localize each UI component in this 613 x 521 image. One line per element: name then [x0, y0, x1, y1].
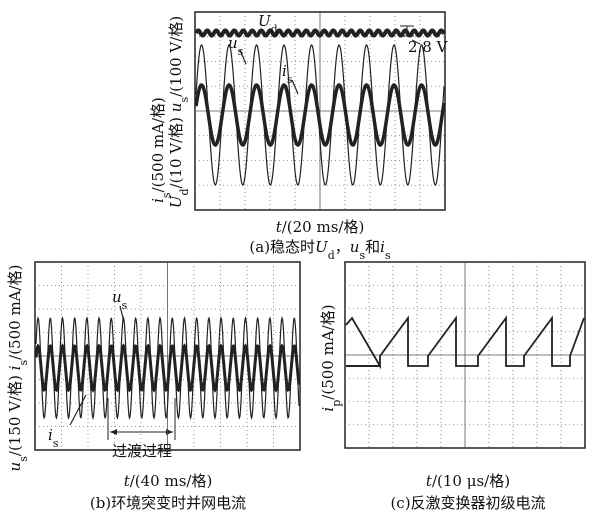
y-axis-label: us/(150 V/格) is/(500 mA/格) — [6, 265, 30, 472]
y-axis-label: Ud/(10 V/格) us/(100 V/格) — [167, 16, 191, 208]
text-part: /(10 μs/格) — [432, 472, 510, 490]
text-part: /(10 V/格) — [167, 112, 185, 188]
text-part: (a)稳态时 — [249, 238, 315, 256]
subscript: s — [287, 73, 293, 86]
subscript: d — [328, 249, 335, 262]
ripple-label: 2.8 V — [408, 38, 449, 56]
caption: (c)反激变换器初级电流 — [390, 494, 545, 512]
x-axis-label: t/(20 ms/格) — [276, 218, 365, 236]
text-part: /(500 mA/格) — [319, 304, 337, 399]
subscript: d — [178, 188, 191, 195]
x-axis-label: t/(10 μs/格) — [426, 472, 510, 490]
text-part: /(100 V/格) — [167, 16, 185, 97]
figure: is/(500 mA/格)Ud/(10 V/格) us/(100 V/格)Udu… — [0, 0, 613, 521]
transition-label: 过渡过程 — [112, 442, 172, 460]
caption: (a)稳态时Ud，us和is — [249, 238, 391, 262]
italic-part: u — [350, 238, 360, 256]
text-part: /(500 mA/格) — [149, 97, 167, 192]
text-part: /(20 ms/格) — [282, 218, 365, 236]
caption: (b)环境突变时并网电流 — [90, 494, 246, 512]
text-part: 和 — [365, 238, 380, 256]
text-part: /(150 V/格) — [6, 370, 24, 456]
italic-part: u — [167, 103, 185, 113]
subscript: s — [238, 45, 244, 58]
x-axis-label: t/(40 ms/格) — [124, 472, 213, 490]
y-axis-label: ip/(500 mA/格) — [319, 304, 343, 411]
text-part: /(500 mA/格) — [6, 265, 24, 360]
subscript: d — [271, 23, 278, 36]
italic-part: u — [112, 288, 122, 306]
italic-part: u — [228, 34, 238, 52]
text-part: /(40 ms/格) — [130, 472, 213, 490]
subscript: s — [53, 437, 59, 450]
italic-part: u — [6, 462, 24, 472]
subscript: s — [122, 299, 128, 312]
text-part: ， — [335, 238, 350, 256]
subscript: s — [385, 249, 391, 262]
subscript: p — [330, 400, 343, 407]
